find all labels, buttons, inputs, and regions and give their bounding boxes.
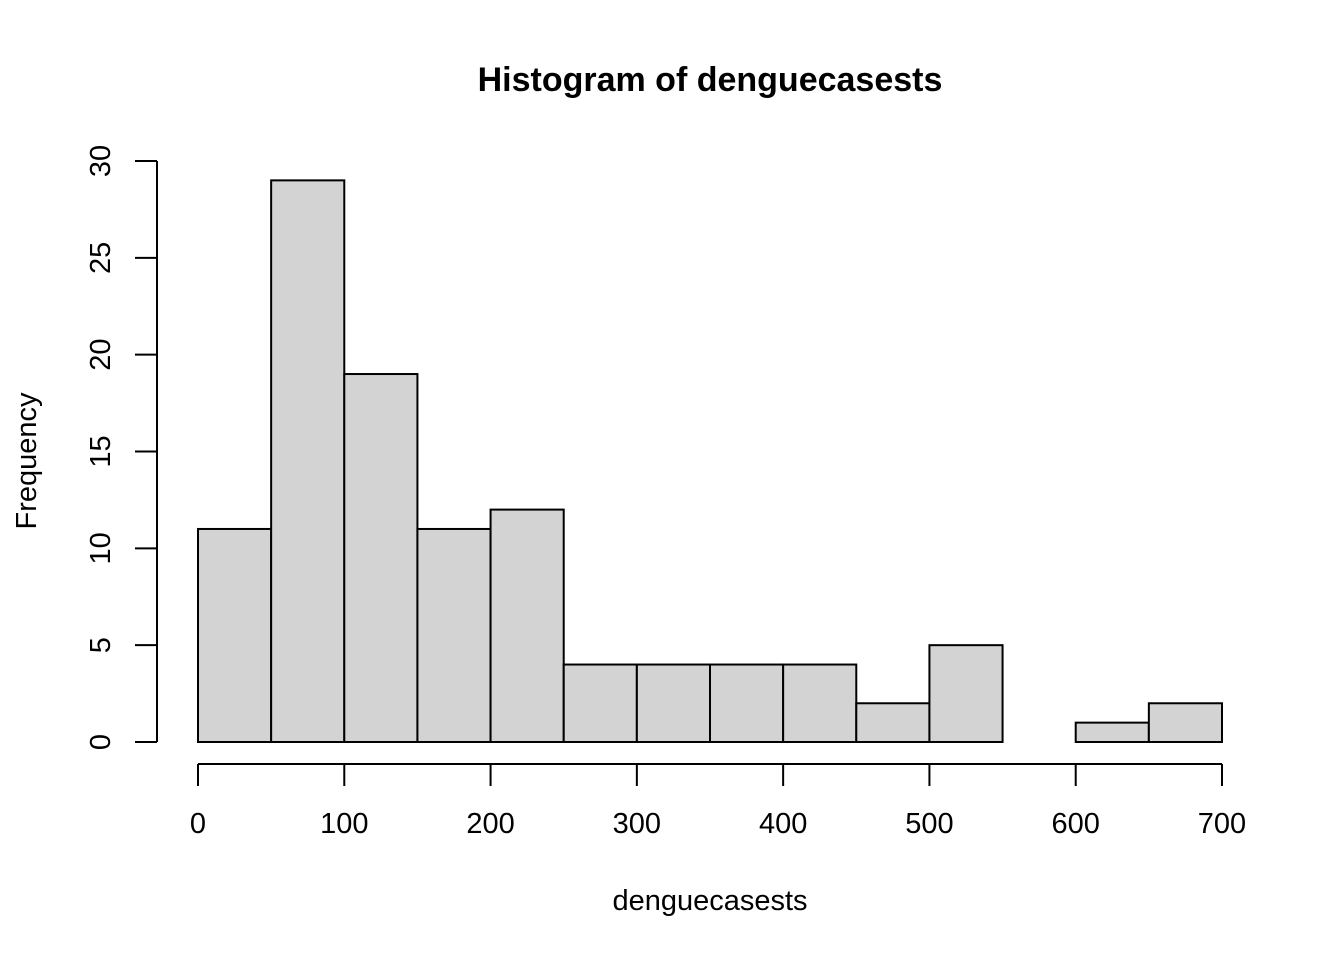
- y-tick-label-1: 5: [85, 637, 117, 653]
- x-axis-label: denguecasests: [612, 885, 807, 917]
- x-tick-label-6: 600: [1052, 808, 1100, 840]
- histogram-bar-0: [197, 527, 273, 744]
- histogram-bar-7: [709, 663, 785, 743]
- y-tick-label-3: 15: [85, 435, 117, 467]
- x-tick-label-4: 400: [759, 808, 807, 840]
- x-tick-label-3: 300: [613, 808, 661, 840]
- histogram-bar-6: [635, 663, 711, 743]
- x-tick-label-0: 0: [190, 808, 206, 840]
- x-tick-label-2: 200: [466, 808, 514, 840]
- histogram-bar-13: [1147, 702, 1224, 743]
- histogram-bar-12: [1074, 721, 1150, 744]
- y-axis-label: Frequency: [11, 392, 43, 530]
- x-tick-label-5: 500: [905, 808, 953, 840]
- x-tick-label-7: 700: [1198, 808, 1246, 840]
- y-tick-label-2: 10: [85, 532, 117, 564]
- histogram-bar-10: [928, 644, 1004, 744]
- y-tick-label-0: 0: [85, 734, 117, 750]
- y-tick-label-6: 30: [85, 145, 117, 177]
- histogram-bar-3: [416, 527, 492, 744]
- histogram-bar-1: [270, 179, 346, 744]
- bars-group: [197, 179, 1224, 744]
- chart-title: Histogram of denguecasests: [478, 61, 943, 99]
- histogram-bar-4: [489, 508, 565, 743]
- histogram-bar-2: [343, 373, 419, 743]
- x-axis: 0 100 200 300 400 500 600 700: [190, 763, 1246, 840]
- histogram-bar-9: [855, 702, 931, 743]
- x-tick-label-1: 100: [320, 808, 368, 840]
- y-tick-label-4: 20: [85, 339, 117, 371]
- y-axis: 0 5 10 15 20 25 30: [85, 145, 158, 750]
- histogram-bar-8: [782, 663, 858, 743]
- y-tick-label-5: 25: [85, 242, 117, 274]
- histogram-bar-5: [562, 663, 638, 743]
